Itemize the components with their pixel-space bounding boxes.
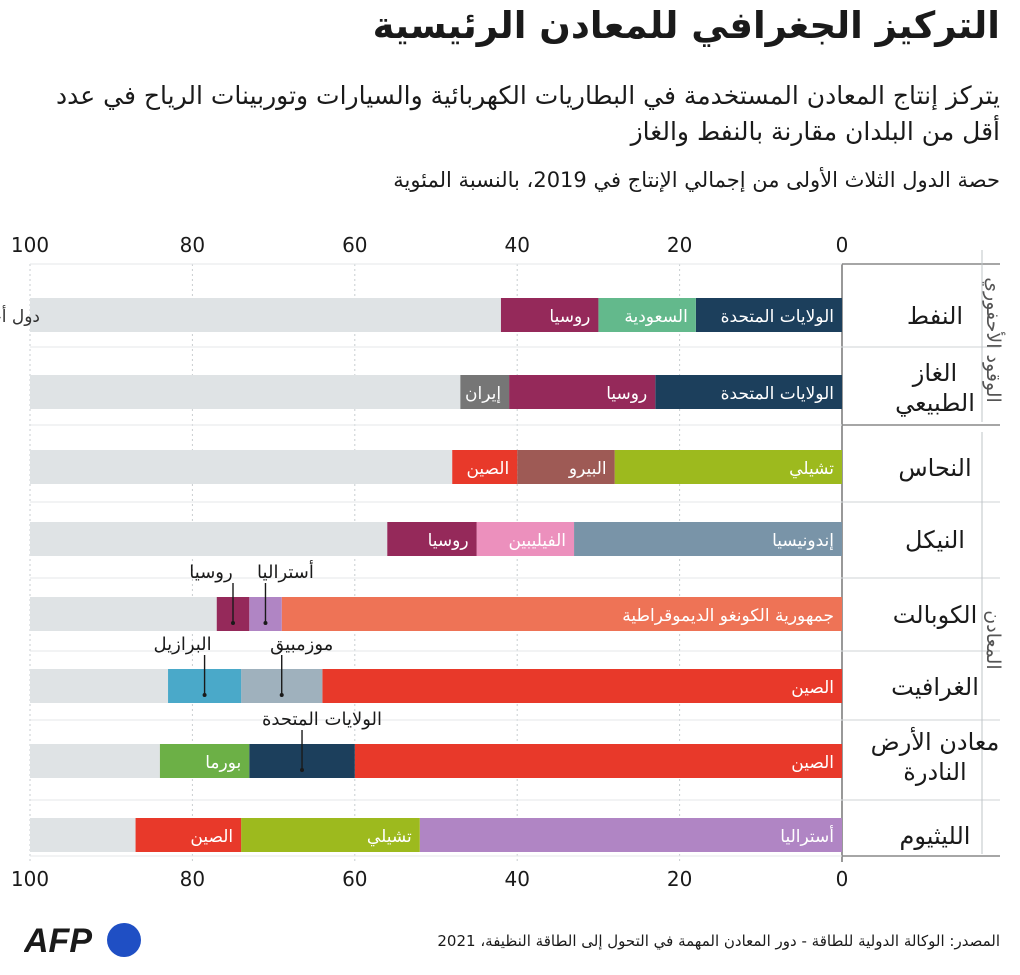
- bar-segment: [159, 744, 250, 778]
- bar-segment: [574, 522, 842, 556]
- bar-segment-label: الولايات المتحدة: [721, 307, 834, 327]
- bar-segment: [419, 818, 842, 852]
- x-tick-label-bottom: 40: [504, 867, 529, 891]
- bar-segment-other: [30, 597, 217, 631]
- bar-segment: [517, 450, 615, 484]
- bar-segment-label: البيرو: [568, 459, 607, 479]
- callout-dot: [263, 621, 268, 625]
- bar-segment-label: الصين: [791, 753, 834, 773]
- category-label: الليثيوم: [900, 822, 971, 850]
- callout-dot: [300, 768, 305, 772]
- x-tick-label-bottom: 100: [11, 867, 49, 891]
- bar-segment-label: تشيلي: [789, 459, 834, 479]
- bar-segment: [281, 597, 843, 631]
- chart-title: التركيز الجغرافي للمعادن الرئيسية: [372, 4, 1000, 47]
- x-tick-label-bottom: 0: [836, 867, 849, 891]
- bar-segment-label: أستراليا: [780, 825, 834, 847]
- x-tick-label-top: 100: [11, 233, 49, 257]
- category-label: الغاز: [912, 359, 957, 387]
- callout-dot: [279, 693, 284, 697]
- bar-segment-label: إيران: [465, 384, 501, 404]
- category-label: الغرافيت: [891, 673, 979, 701]
- bar-segment-label: روسيا: [549, 307, 590, 327]
- category-label: الطبيعي: [895, 389, 975, 417]
- bar-segment: [460, 375, 510, 409]
- afp-logo-text: AFP: [24, 922, 92, 960]
- bar-segment-other: [30, 818, 136, 852]
- chart-units-note: حصة الدول الثلاث الأولى من إجمالي الإنتا…: [393, 168, 1000, 192]
- callout-label: الولايات المتحدة: [262, 709, 382, 730]
- bar-segment-label: بورما: [205, 753, 241, 773]
- bar-segment: [135, 818, 242, 852]
- callout-label: موزمبيق: [270, 634, 333, 655]
- callout-dot: [231, 621, 235, 625]
- bar-segment-label: الولايات المتحدة: [721, 384, 834, 404]
- bar-segment: [387, 522, 477, 556]
- bar-segment: [241, 818, 420, 852]
- x-tick-label-top: 80: [180, 233, 205, 257]
- bar-segment: [509, 375, 656, 409]
- group-label: الوقود الأحفوري: [982, 277, 1005, 403]
- callout-label: البرازيل: [153, 634, 211, 655]
- bar-segment-label: جمهورية الكونغو الديموقراطية: [622, 606, 834, 626]
- callout-dot: [202, 693, 207, 697]
- callout-label: أستراليا: [257, 560, 314, 583]
- x-tick-label-bottom: 60: [342, 867, 367, 891]
- group-label: المعادن: [982, 610, 1004, 669]
- bar-segment-label: الصين: [466, 459, 509, 479]
- bar-segment-label: الصين: [791, 678, 834, 698]
- bar-label-other: دول أخرى: [0, 305, 40, 327]
- x-tick-label-top: 0: [836, 233, 849, 257]
- bar-segment-label: روسيا: [428, 531, 469, 551]
- bar-segment: [476, 522, 575, 556]
- bar-segment: [695, 298, 842, 332]
- category-label: النفط: [907, 302, 963, 330]
- bar-segment-label: الفيليبين: [508, 531, 566, 551]
- chart-subtitle: يتركز إنتاج المعادن المستخدمة في البطاري…: [56, 81, 1000, 146]
- bar-segment: [655, 375, 842, 409]
- afp-logo: AFP: [24, 922, 141, 960]
- x-tick-label-bottom: 20: [667, 867, 692, 891]
- bar-segment: [598, 298, 696, 332]
- bar-segment: [354, 744, 842, 778]
- category-label: النيكل: [905, 526, 965, 554]
- callout-label: روسيا: [189, 562, 232, 583]
- bar-segment-other: [30, 669, 169, 703]
- bar-segment-label: روسيا: [606, 384, 647, 404]
- bar-segment: [452, 450, 518, 484]
- afp-logo-circle: [107, 923, 141, 957]
- bar-segment: [322, 669, 842, 703]
- bar-segment-label: الصين: [190, 827, 233, 847]
- bar-segment: [614, 450, 842, 484]
- x-tick-label-bottom: 80: [180, 867, 205, 891]
- bar-segment-other: [30, 522, 388, 556]
- x-tick-label-top: 40: [504, 233, 529, 257]
- bar-segment-other: [30, 375, 461, 409]
- bar-segment-other: [30, 744, 160, 778]
- category-label: النحاس: [898, 454, 971, 482]
- bar-segment-label: السعودية: [624, 307, 687, 327]
- bar-segment-other: [30, 450, 453, 484]
- bar-segment-other: [30, 298, 501, 332]
- x-tick-label-top: 20: [667, 233, 692, 257]
- category-label: الكوبالت: [893, 601, 978, 629]
- bar-segment: [500, 298, 599, 332]
- source-note: المصدر: الوكالة الدولية للطاقة - دور الم…: [437, 932, 1000, 950]
- bar-segment-label: تشيلي: [367, 827, 412, 847]
- x-tick-label-top: 60: [342, 233, 367, 257]
- category-label: النادرة: [903, 758, 966, 786]
- bar-segment-label: إندونيسيا: [772, 531, 834, 551]
- category-label: معادن الأرض: [871, 727, 1000, 756]
